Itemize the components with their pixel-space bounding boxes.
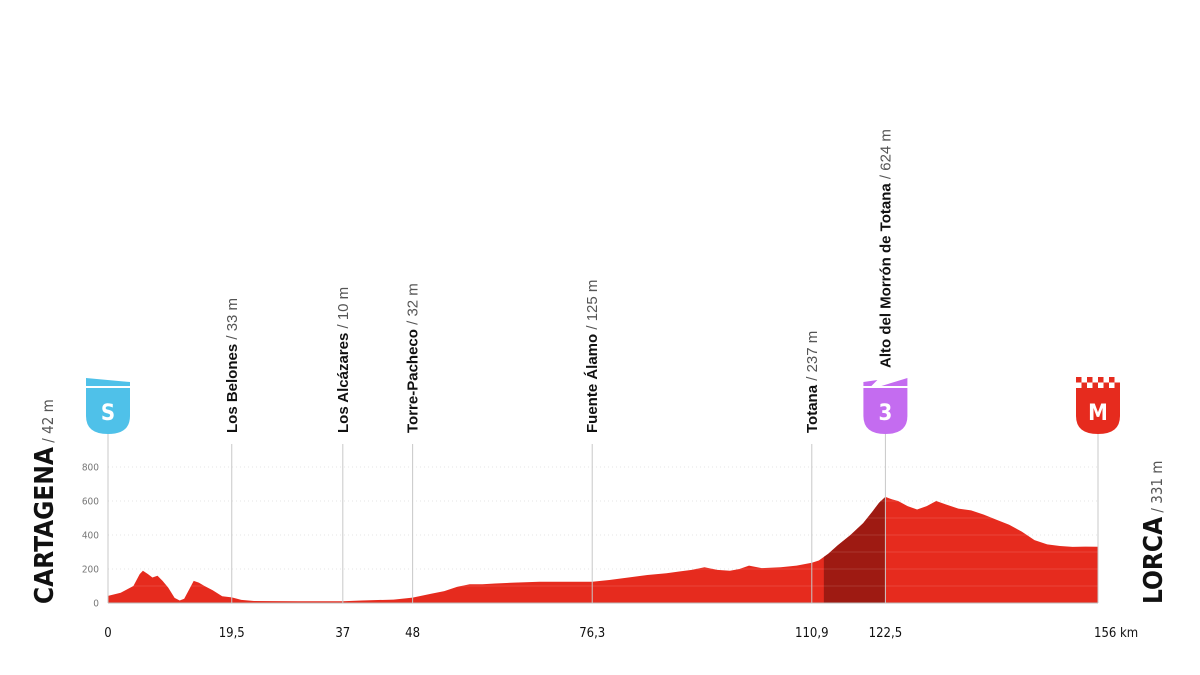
waypoint-name: Fuente Álamo	[584, 334, 601, 433]
finish-town-label-name: LORCA	[1139, 517, 1169, 604]
finish-badge-shield	[1076, 388, 1120, 434]
x-tick-label: 0	[104, 626, 111, 641]
checker-cell	[1081, 377, 1087, 383]
climb-category-badge-wedge	[863, 378, 908, 386]
finish-badge-letter: M	[1088, 401, 1108, 426]
start-town-label-name: CARTAGENA	[30, 447, 60, 604]
x-tick-label: 110,9	[795, 626, 828, 641]
checker-cell	[1092, 382, 1098, 388]
y-tick-label: 600	[82, 497, 99, 508]
climb-shade	[823, 496, 886, 603]
y-tick-label: 400	[82, 531, 99, 542]
finish-town-label: LORCA / 331 m	[1139, 461, 1169, 604]
waypoint-label: Los Alcázares / 10 m	[335, 287, 352, 433]
x-tick-label: 19,5	[219, 626, 245, 641]
start-town-label-altitude: / 42 m	[39, 399, 57, 447]
start-badge: S	[86, 378, 130, 434]
checker-cell	[1098, 377, 1104, 383]
waypoint-altitude: / 125 m	[584, 280, 601, 334]
x-tick-label: 156 km	[1094, 626, 1138, 641]
x-tick-label: 37	[335, 626, 350, 641]
x-tick-label: 48	[405, 626, 420, 641]
start-badge-pennant	[86, 378, 130, 386]
x-tick-label: 76,3	[579, 626, 605, 641]
start-badge-shield	[86, 388, 130, 434]
waypoint-label: Los Belones / 33 m	[224, 298, 241, 433]
waypoint-altitude: / 237 m	[804, 331, 821, 385]
checker-cell	[1076, 382, 1082, 388]
waypoint-name: Alto del Morrón de Totana	[877, 183, 894, 368]
y-tick-label: 800	[82, 463, 99, 474]
checker-cell	[1081, 382, 1087, 388]
checker-cell	[1076, 377, 1082, 383]
start-town-label: CARTAGENA / 42 m	[30, 399, 60, 604]
x-tick-label: 122,5	[869, 626, 902, 641]
checker-cell	[1098, 382, 1104, 388]
checker-cell	[1109, 382, 1115, 388]
waypoint-label: Torre-Pacheco / 32 m	[405, 283, 422, 433]
checker-cell	[1103, 377, 1109, 383]
y-tick-label: 0	[93, 599, 99, 610]
waypoint-name: Totana	[804, 384, 821, 433]
waypoint-altitude: / 32 m	[405, 283, 422, 329]
waypoint-name: Los Belones	[224, 344, 241, 433]
waypoint-altitude: / 624 m	[877, 129, 894, 183]
waypoint-name: Los Alcázares	[335, 333, 352, 433]
checker-cell	[1087, 377, 1093, 383]
checker-cell	[1109, 377, 1115, 383]
checker-cell	[1114, 382, 1120, 388]
waypoint-label: Alto del Morrón de Totana / 624 m	[877, 129, 894, 368]
elevation-area	[108, 496, 1098, 603]
waypoint-label: Totana / 237 m	[804, 331, 821, 433]
checker-cell	[1087, 382, 1093, 388]
climb-category-badge-shield	[863, 388, 908, 434]
waypoint-name: Torre-Pacheco	[405, 329, 422, 433]
finish-badge: M	[1076, 377, 1120, 434]
waypoint-label: Fuente Álamo / 125 m	[584, 280, 601, 433]
checker-cell	[1103, 382, 1109, 388]
y-tick-label: 200	[82, 565, 99, 576]
climb-category-badge-letter: 3	[879, 401, 893, 426]
checker-cell	[1114, 377, 1120, 383]
waypoint-altitude: / 33 m	[224, 298, 241, 344]
finish-town-label-altitude: / 331 m	[1148, 461, 1166, 517]
waypoint-altitude: / 10 m	[335, 287, 352, 333]
start-badge-letter: S	[101, 401, 115, 426]
checker-cell	[1092, 377, 1098, 383]
climb-category-badge: 3	[863, 378, 908, 434]
